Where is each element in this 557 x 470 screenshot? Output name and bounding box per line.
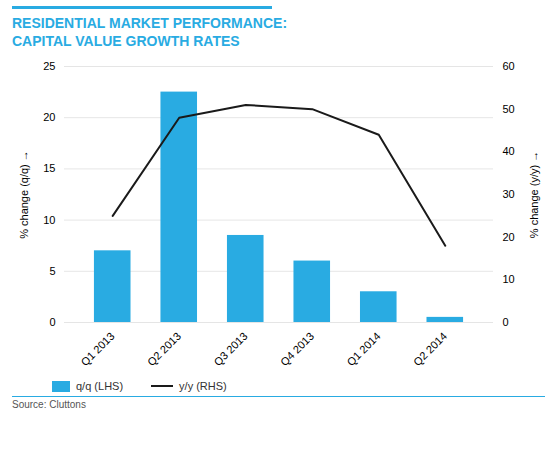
html-text:RESIDENTIAL MARKET PERFORMANCE: RESIDENTIAL MARKET PERFORMANCE: [12,15,288,31]
html-text:q/q (LHS): q/q (LHS) [76,380,124,392]
html-text:CAPITAL VALUE GROWTH RATES: CAPITAL VALUE GROWTH RATES [12,33,240,49]
svg-text:% change (q/q) →: % change (q/q) → [18,150,30,239]
svg-text:10: 10 [43,214,55,226]
html-text:y/y (RHS): y/y (RHS) [179,380,227,392]
html-text:Source: Cluttons: Source: Cluttons [12,399,86,410]
svg-text:Q2 2013: Q2 2013 [145,330,183,368]
svg-text:20: 20 [503,231,515,243]
svg-text:% change (y/y) →: % change (y/y) → [528,151,540,238]
svg-text:50: 50 [503,103,515,115]
svg-text:0: 0 [503,316,509,328]
svg-text:5: 5 [49,265,55,277]
svg-text:Q1 2014: Q1 2014 [344,330,382,368]
svg-text:25: 25 [43,60,55,72]
svg-text:10: 10 [503,273,515,285]
svg-text:20: 20 [43,111,55,123]
svg-text:0: 0 [49,316,55,328]
svg-text:15: 15 [43,162,55,174]
svg-text:30: 30 [503,188,515,200]
svg-text:60: 60 [503,60,515,72]
svg-text:Q3 2013: Q3 2013 [211,330,249,368]
svg-text:Q2 2014: Q2 2014 [411,330,449,368]
svg-text:Q4 2013: Q4 2013 [278,330,316,368]
svg-text:40: 40 [503,145,515,157]
svg-text:Q1 2013: Q1 2013 [78,330,116,368]
